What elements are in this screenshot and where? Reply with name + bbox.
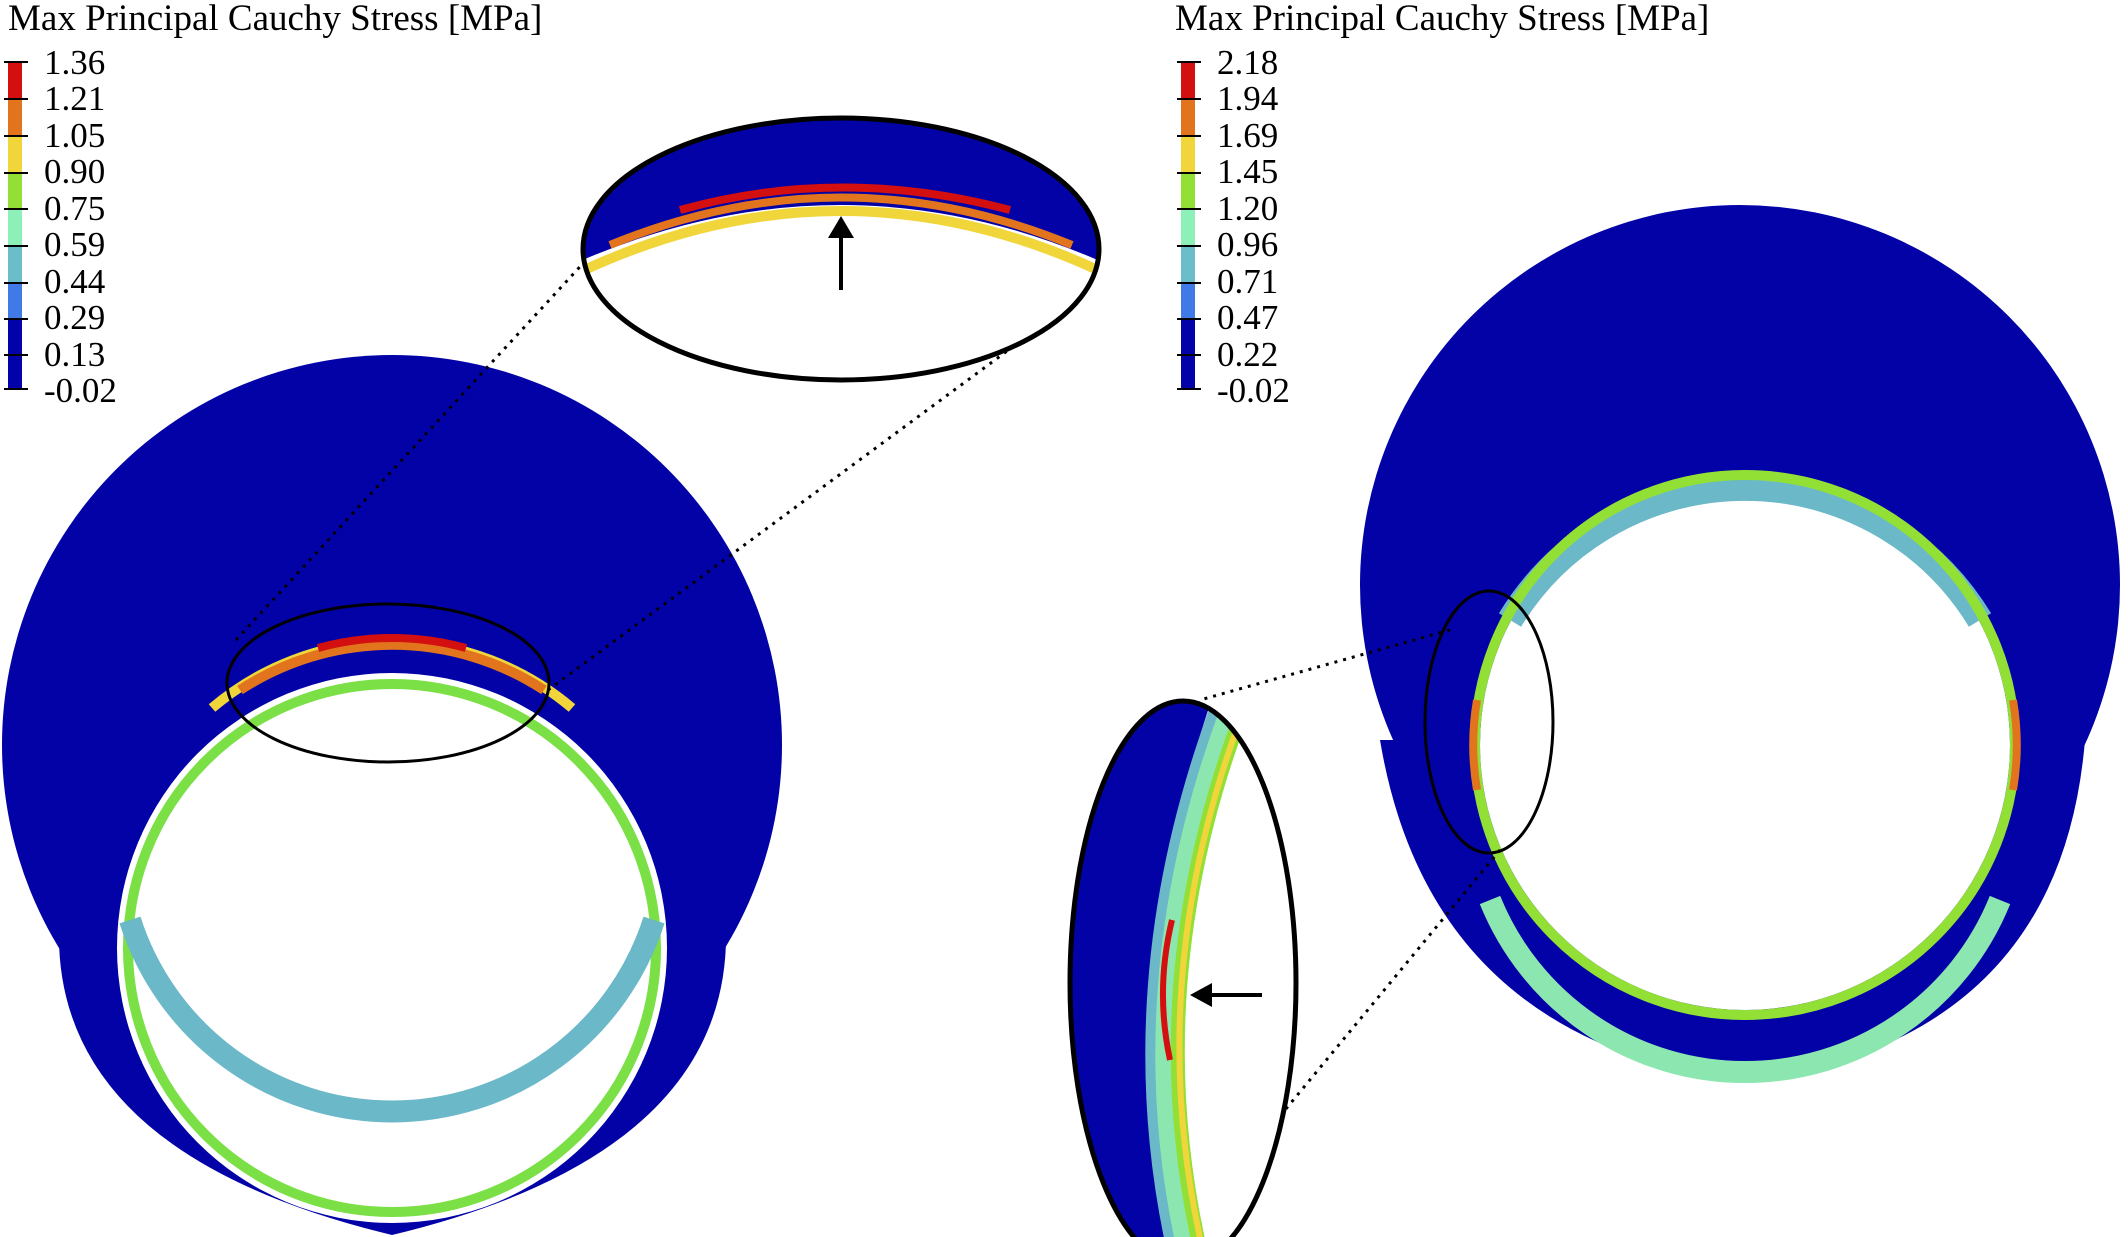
tick-label-left: 0.75 [44,189,105,228]
colorbar-right [1177,61,1201,390]
tick-label-right: 0.47 [1217,298,1278,337]
arrow-up-icon [828,216,854,290]
arrow-left-icon [1190,983,1262,1007]
left-ring-peak [316,634,468,652]
colorbar-segment [8,209,22,246]
connector-line [1199,628,1451,702]
right-ring-top [1498,474,1992,627]
tick-label-left: 0.13 [44,335,105,374]
colorbar-segment [1181,173,1195,209]
tick-label-right: 0.71 [1217,262,1278,301]
colorbar-segment [8,62,22,99]
colorbar-segment [1181,246,1195,283]
right-ring-left-peak [1469,699,1481,791]
tick-label-right: 1.69 [1217,116,1278,155]
tick-label-left: 1.36 [44,43,105,82]
tick-label-right: 0.96 [1217,225,1278,264]
tick-label-left: 0.90 [44,152,105,191]
colorbar-segment [8,173,22,209]
colorbar-segment [1181,209,1195,246]
zoom-inset-frame [1067,698,1299,1237]
colorbar-segment [8,246,22,283]
tick-label-right: 1.20 [1217,189,1278,228]
legend-left: Max Principal Cauchy Stress [MPa] 1.36 1… [4,0,542,410]
right-focus-ellipse [1423,589,1555,855]
right-ring-right-peak [2009,699,2021,791]
tick-label-right: 1.94 [1217,79,1278,118]
connector-line [1283,849,1502,1111]
tick-label-right: -0.02 [1217,371,1290,410]
tick-label-left: 0.59 [44,225,105,264]
zoom-inset-top [580,115,1102,383]
right-ring-bottom [1479,895,2011,1084]
legend-title-right: Max Principal Cauchy Stress [MPa] [1175,0,1709,39]
colorbar-segment [1181,62,1195,99]
tick-label-left: 1.05 [44,116,105,155]
colorbar-segment [8,136,22,173]
left-ring-upper-orange [237,639,547,695]
colorbar-segment [1181,283,1195,319]
tick-label-left: 1.21 [44,79,105,118]
left-ring-bottom [119,916,665,1123]
tick-label-left: 0.29 [44,298,105,337]
tick-label-right: 2.18 [1217,43,1278,82]
right-model [1360,205,2120,1084]
colorbar-left [4,61,28,390]
tick-label-left: 0.44 [44,262,105,301]
colorbar-segment [1181,136,1195,173]
right-tissue [1360,205,2120,1082]
tick-label-left: -0.02 [44,371,117,410]
legend-title-left: Max Principal Cauchy Stress [MPa] [8,0,542,39]
colorbar-segment [8,99,22,136]
left-hole-ring [123,679,661,1217]
tick-label-right: 0.22 [1217,335,1278,374]
zoom-inset-frame [580,115,1102,383]
left-focus-ellipse [225,602,551,764]
legend-right: Max Principal Cauchy Stress [MPa] 2.18 1… [1175,0,1709,410]
colorbar-segment [8,283,22,319]
colorbar-segment [1181,99,1195,136]
tick-label-right: 1.45 [1217,152,1278,191]
zoom-inset-side [1067,698,1299,1237]
left-model [2,355,782,1235]
